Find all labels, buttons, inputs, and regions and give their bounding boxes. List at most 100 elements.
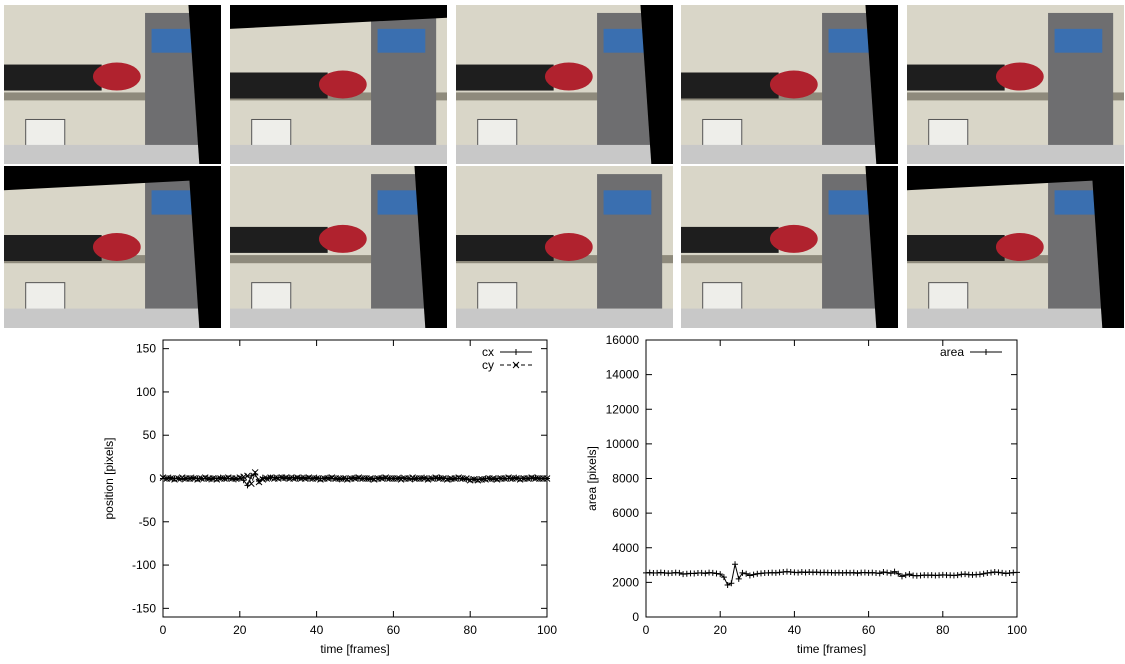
point-marker: [251, 469, 259, 476]
point-marker: [702, 570, 709, 577]
point-marker: [713, 570, 720, 577]
point-marker: [724, 581, 731, 588]
point-marker: [850, 569, 857, 576]
photo: [907, 166, 1124, 328]
wall-stripe: [681, 255, 898, 264]
point-marker: [798, 568, 805, 575]
legend-marker: [513, 349, 519, 355]
monitor: [702, 118, 743, 149]
arm: [230, 226, 328, 253]
x-tick-label: 80: [464, 623, 478, 637]
x-axis-label: time [frames]: [797, 642, 866, 656]
monitor: [251, 282, 292, 313]
x-tick-label: 80: [936, 623, 950, 637]
point-marker: [854, 570, 861, 577]
desk: [456, 144, 673, 164]
glove: [769, 70, 818, 99]
photo: [456, 166, 673, 328]
box: [1054, 28, 1103, 53]
point-marker: [746, 572, 753, 579]
legend-marker: [512, 361, 520, 369]
desk: [907, 144, 1124, 164]
point-marker: [255, 478, 263, 486]
warp-border: [865, 166, 898, 328]
series-line: [162, 471, 547, 485]
point-marker: [532, 474, 539, 481]
glove: [318, 70, 367, 99]
y-tick-label: 0: [632, 610, 639, 624]
y-tick-label: -150: [132, 601, 156, 615]
wall-stripe: [230, 255, 447, 264]
point-marker: [999, 569, 1006, 576]
photo: [230, 166, 447, 328]
arm: [4, 235, 102, 261]
monitor: [928, 282, 969, 313]
point-marker: [728, 580, 735, 587]
y-tick-label: 10000: [606, 437, 640, 451]
glove: [995, 62, 1044, 91]
point-marker: [887, 570, 894, 577]
legend-label: cy: [482, 358, 494, 372]
point-marker: [954, 572, 961, 579]
arm: [456, 64, 554, 91]
monitor: [702, 282, 743, 313]
arm: [907, 235, 1005, 261]
x-tick-label: 40: [788, 623, 802, 637]
point-marker: [802, 569, 809, 576]
point-marker: [244, 472, 251, 480]
warp-border: [188, 166, 221, 328]
point-marker: [772, 569, 779, 576]
point-marker: [906, 571, 913, 578]
point-marker: [898, 573, 905, 580]
box: [377, 28, 426, 53]
desk: [4, 144, 221, 164]
wall-stripe: [907, 92, 1124, 101]
point-marker: [1014, 569, 1020, 576]
point-marker: [735, 575, 742, 582]
point-marker: [895, 570, 902, 577]
glove: [995, 233, 1044, 261]
point-marker: [976, 571, 983, 578]
desk: [907, 308, 1124, 328]
arm: [230, 72, 328, 99]
glove: [318, 224, 367, 253]
monitor: [928, 118, 969, 149]
glove: [544, 233, 593, 261]
y-tick-label: 2000: [612, 575, 639, 589]
point-marker: [1002, 570, 1009, 577]
point-marker: [995, 569, 1002, 576]
point-marker: [378, 474, 385, 481]
y-tick-label: 6000: [612, 506, 639, 520]
desk: [4, 308, 221, 328]
x-tick-label: 60: [387, 623, 401, 637]
point-marker: [750, 571, 757, 578]
box: [603, 190, 652, 215]
y-tick-label: 4000: [612, 541, 639, 555]
point-marker: [248, 472, 255, 479]
x-tick-label: 20: [714, 623, 728, 637]
warp-border: [1091, 166, 1124, 328]
glove: [769, 224, 818, 253]
arm: [681, 72, 779, 99]
monitor: [25, 118, 66, 149]
y-tick-label: 14000: [606, 368, 640, 382]
point-marker: [676, 569, 683, 576]
point-marker: [698, 569, 705, 576]
point-marker: [739, 569, 746, 576]
desk: [230, 308, 447, 328]
y-tick-label: -100: [132, 558, 156, 572]
arm: [907, 64, 1005, 91]
point-marker: [463, 475, 470, 482]
warp-border: [640, 5, 673, 164]
y-tick-label: 0: [149, 472, 156, 486]
warp-border: [865, 5, 898, 164]
y-tick-label: -50: [139, 515, 157, 529]
point-marker: [732, 561, 739, 568]
point-marker: [240, 477, 247, 484]
box: [828, 28, 877, 53]
point-marker: [902, 572, 909, 579]
wall-stripe: [4, 92, 221, 101]
x-tick-label: 0: [160, 623, 167, 637]
